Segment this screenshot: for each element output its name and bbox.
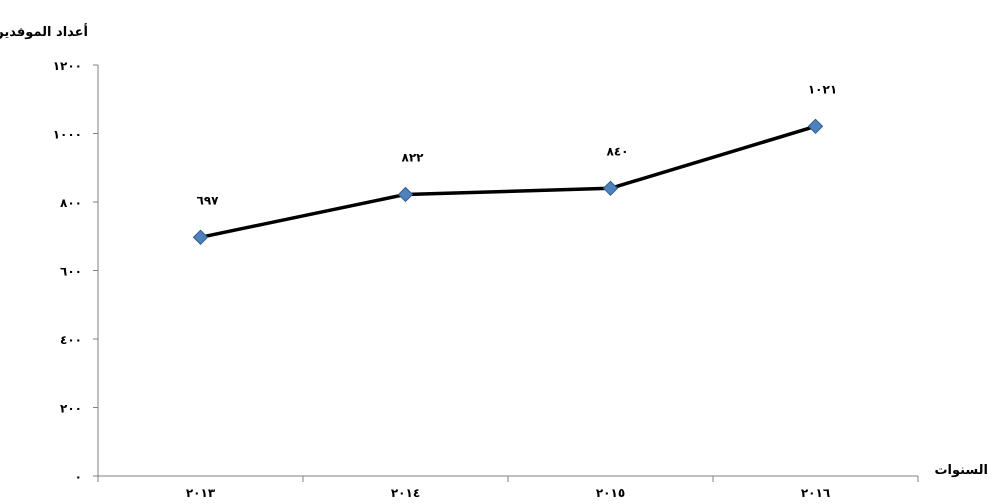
data-label: ١٠٢١: [808, 82, 837, 96]
y-tick-label: ٠: [75, 470, 82, 484]
data-point-marker: [602, 180, 619, 197]
x-axis-title: السنوات: [934, 463, 988, 478]
x-tick-label: ٢٠١٣: [186, 486, 216, 500]
x-tick-label: ٢٠١٤: [391, 486, 420, 500]
y-axis-title: أعداد الموفدين: [0, 23, 88, 40]
x-axis: ٢٠١٣ ٢٠١٤ ٢٠١٥ ٢٠١٦: [97, 475, 919, 500]
data-point-marker: [807, 118, 824, 135]
data-label: ٦٩٧: [197, 193, 220, 207]
series-line: [200, 124, 817, 239]
y-axis: ٠ ٢٠٠ ٤٠٠ ٦٠٠ ٨٠٠ ١٠٠٠ ١٢٠٠: [53, 59, 99, 484]
data-label: ٨٢٢: [402, 150, 425, 164]
y-tick-label: ٢٠٠: [60, 402, 82, 416]
y-tick-label: ١٢٠٠: [53, 59, 82, 73]
x-tick-label: ٢٠١٦: [801, 486, 830, 500]
series: ٦٩٧ ٨٢٢ ٨٤٠ ١٠٢١: [192, 82, 837, 245]
data-point-marker: [192, 229, 209, 245]
y-tick-label: ٨٠٠: [60, 196, 82, 210]
y-tick-label: ١٠٠٠: [53, 128, 82, 142]
y-tick-label: ٤٠٠: [60, 333, 82, 347]
data-point-marker: [397, 186, 414, 203]
x-tick-label: ٢٠١٥: [596, 486, 625, 500]
data-label: ٨٤٠: [607, 144, 629, 158]
y-tick-label: ٦٠٠: [60, 265, 82, 279]
